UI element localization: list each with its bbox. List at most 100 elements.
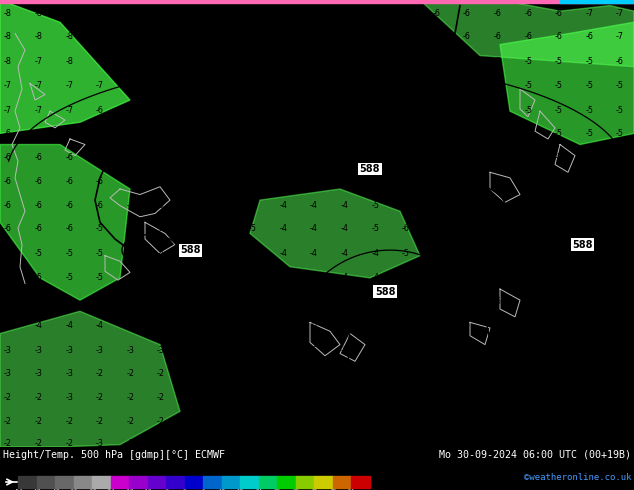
Text: -4: -4 [340,273,349,282]
Text: -8: -8 [35,9,42,18]
Text: -3: -3 [218,321,226,330]
Text: -5: -5 [188,105,196,115]
Text: -5: -5 [524,57,532,66]
Text: -5: -5 [524,153,532,162]
Text: -5: -5 [463,201,471,210]
Text: -2: -2 [188,417,196,426]
Text: -6: -6 [280,9,287,18]
Bar [55,476,74,488]
Text: -6: -6 [4,129,12,138]
Text: -7: -7 [96,81,104,90]
Text: -5: -5 [555,105,563,115]
Text: -4: -4 [4,321,12,330]
Text: -5: -5 [524,224,532,234]
Text: -7: -7 [4,81,12,90]
Text: -5: -5 [340,369,349,378]
Text: -8: -8 [65,32,73,41]
Text: -5: -5 [65,249,73,258]
Text: -2: -2 [4,417,12,426]
Text: Mo 30-09-2024 06:00 UTC (00+19B): Mo 30-09-2024 06:00 UTC (00+19B) [439,450,631,460]
Text: -3: -3 [157,345,165,355]
Text: -5: -5 [463,393,471,402]
Text: -7: -7 [35,129,42,138]
Text: -5: -5 [432,129,441,138]
Text: -5: -5 [249,369,257,378]
Bar [148,476,166,488]
Text: -5: -5 [280,129,287,138]
Text: -5: -5 [555,57,563,66]
Text: -6: -6 [218,32,226,41]
Text: -5: -5 [310,369,318,378]
Text: 12: 12 [218,489,225,490]
Text: -5: -5 [463,345,471,355]
Text: -5: -5 [463,224,471,234]
Text: -5: -5 [494,224,501,234]
Text: -6: -6 [188,9,195,18]
Text: -5: -5 [371,439,379,448]
Text: -5: -5 [371,201,379,210]
Text: -3: -3 [65,393,73,402]
Polygon shape [250,189,420,278]
Text: -4: -4 [310,249,318,258]
Text: -5: -5 [188,224,196,234]
Text: -4: -4 [340,439,349,448]
Text: -5: -5 [402,177,410,186]
Text: -7: -7 [35,57,42,66]
Text: -7: -7 [35,105,42,115]
Text: -6: -6 [402,9,410,18]
Bar [560,0,634,3]
Text: -4: -4 [249,273,257,282]
Text: -5: -5 [4,249,12,258]
Text: -5: -5 [371,321,379,330]
Bar [277,476,296,488]
Text: -6: -6 [310,81,318,90]
Text: -2: -2 [126,393,134,402]
Text: -5: -5 [249,177,257,186]
Bar [222,476,240,488]
Text: -5: -5 [340,345,349,355]
Text: -3: -3 [35,345,42,355]
Text: -6: -6 [402,297,410,306]
Text: -6: -6 [340,32,349,41]
Text: -2: -2 [65,439,73,448]
Text: -2: -2 [280,297,287,306]
Text: -6: -6 [494,273,501,282]
Text: -5: -5 [616,105,624,115]
Text: -5: -5 [585,273,593,282]
Text: -4: -4 [157,249,165,258]
Text: -5: -5 [494,321,501,330]
Text: Height/Temp. 500 hPa [gdmp][°C] ECMWF: Height/Temp. 500 hPa [gdmp][°C] ECMWF [3,450,225,460]
Text: -6: -6 [65,224,73,234]
Text: -8: -8 [4,32,12,41]
Text: -5: -5 [249,201,257,210]
Text: -3: -3 [494,417,501,426]
Text: -5: -5 [616,129,624,138]
Text: -4: -4 [65,321,73,330]
Text: -5: -5 [585,129,593,138]
Text: -54: -54 [13,489,23,490]
Text: -3: -3 [280,439,287,448]
Text: -4: -4 [463,417,471,426]
Bar [18,476,37,488]
Text: 48: 48 [330,489,337,490]
Text: -6: -6 [616,321,624,330]
Text: -5: -5 [402,201,410,210]
Text: -4: -4 [616,439,624,448]
Text: -3: -3 [555,417,563,426]
Text: -5: -5 [249,105,257,115]
Text: -3: -3 [126,345,134,355]
Text: -3: -3 [188,369,195,378]
Text: -5: -5 [402,273,410,282]
Text: -4: -4 [157,297,165,306]
Text: -5: -5 [585,177,593,186]
Text: -5: -5 [249,224,257,234]
Text: -7: -7 [65,105,73,115]
Text: -7: -7 [4,105,12,115]
Text: -6: -6 [96,177,104,186]
Text: -5: -5 [340,153,349,162]
Text: -5: -5 [402,105,410,115]
Text: -6: -6 [65,177,73,186]
Text: -5: -5 [218,105,226,115]
Text: -6: -6 [280,81,287,90]
Bar [166,476,184,488]
